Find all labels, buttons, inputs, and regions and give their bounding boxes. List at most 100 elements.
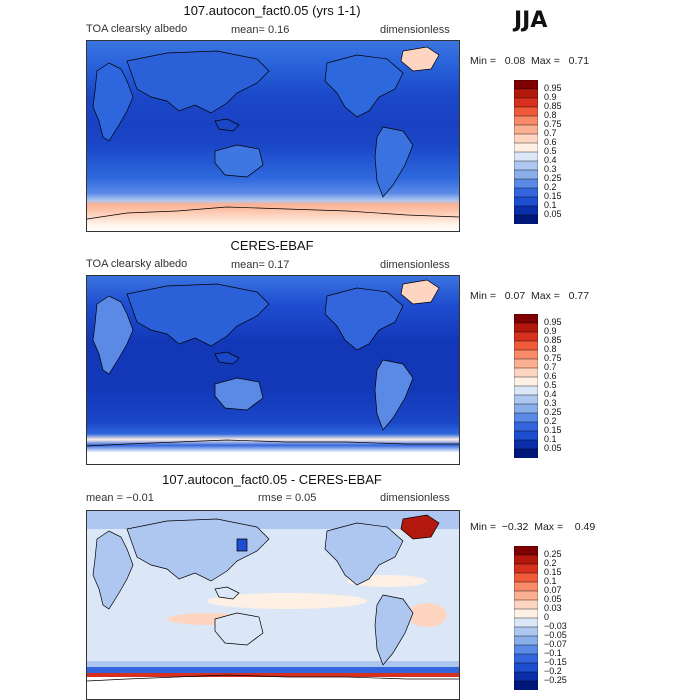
colorbar-tick-label: 0.6 xyxy=(544,371,557,381)
colorbar-tick-label: 0.15 xyxy=(544,191,562,201)
coastlines xyxy=(87,514,459,682)
colorbar-tick-label: −0.03 xyxy=(544,621,567,631)
colorbar-tick-label: −0.1 xyxy=(544,648,562,658)
colorbar-swatch xyxy=(513,88,539,99)
colorbar-tick-label: 0.03 xyxy=(544,603,562,613)
map-diff-svg xyxy=(87,511,459,699)
colorbar-obs-svg xyxy=(513,313,539,459)
colorbar-swatches xyxy=(513,313,539,459)
colorbar-tick-label: 0.1 xyxy=(544,434,557,444)
panel-title: 107.autocon_fact0.05 - CERES-EBAF xyxy=(162,472,382,487)
colorbar-tick-label: 0.4 xyxy=(544,389,557,399)
colorbar-swatch xyxy=(513,97,539,108)
panel-units: dimensionless xyxy=(380,24,450,36)
colorbar-model xyxy=(513,79,539,225)
colorbar-tick-label: 0.7 xyxy=(544,362,557,372)
panel-variable: TOA clearsky albedo xyxy=(86,23,188,35)
colorbar-tick-label: 0.25 xyxy=(544,549,562,559)
colorbar-swatch xyxy=(513,617,539,628)
panel-minmax: Min = 0.07 Max = 0.77 xyxy=(470,290,590,302)
colorbar-swatch xyxy=(513,160,539,171)
colorbar-tick-label: −0.15 xyxy=(544,657,567,667)
colorbar-swatch xyxy=(513,331,539,342)
colorbar-swatch xyxy=(513,106,539,117)
colorbar-swatch xyxy=(513,572,539,583)
colorbar-swatch xyxy=(513,115,539,126)
colorbar-tick-label: 0.05 xyxy=(544,594,562,604)
colorbar-tick-label: 0.1 xyxy=(544,576,557,586)
colorbar-tick-label: 0.1 xyxy=(544,200,557,210)
colorbar-swatch xyxy=(513,439,539,450)
colorbar-swatches xyxy=(513,79,539,225)
colorbar-swatch xyxy=(513,142,539,153)
colorbar-tick-label: 0.2 xyxy=(544,416,557,426)
panel-variable: TOA clearsky albedo xyxy=(86,258,188,270)
colorbar-swatch xyxy=(513,205,539,216)
colorbar-swatch xyxy=(513,608,539,619)
colorbar-tick-label: 0.95 xyxy=(544,317,562,327)
colorbar-swatch xyxy=(513,644,539,655)
colorbar-swatch xyxy=(513,635,539,646)
colorbar-swatch xyxy=(513,196,539,207)
panel-title: 107.autocon_fact0.05 (yrs 1-1) xyxy=(183,3,361,18)
colorbar-swatch xyxy=(513,385,539,396)
colorbar-swatch xyxy=(513,214,539,225)
colorbar-tick-label: 0.3 xyxy=(544,164,557,174)
colorbar-tick-label: 0.05 xyxy=(544,209,562,219)
colorbar-swatch xyxy=(513,403,539,414)
colorbar-tick-label: 0.85 xyxy=(544,101,562,111)
colorbar-swatch xyxy=(513,599,539,610)
colorbar-swatch xyxy=(513,124,539,135)
colorbar-swatch xyxy=(513,169,539,180)
colorbar-tick-label: −0.2 xyxy=(544,666,562,676)
panel-rmse: rmse = 0.05 xyxy=(258,492,317,504)
colorbar-diff xyxy=(513,545,539,691)
colorbar-obs-labels: 0.95 0.9 0.85 0.8 0.75 0.7 0.6 0.5 0.4 0.3 0.25 0.2… xyxy=(544,314,584,458)
colorbar-model-svg xyxy=(513,79,539,225)
colorbar-swatch xyxy=(513,680,539,691)
colorbar-swatch xyxy=(513,590,539,601)
colorbar-swatch xyxy=(513,322,539,333)
coastlines xyxy=(87,46,459,220)
colorbar-tick-label: 0.3 xyxy=(544,398,557,408)
colorbar-tick-label: 0.8 xyxy=(544,344,557,354)
colorbar-swatch xyxy=(513,394,539,405)
colorbar-tick-label: 0.75 xyxy=(544,353,562,363)
colorbar-tick-label: 0.75 xyxy=(544,119,562,129)
colorbar-swatch xyxy=(513,367,539,378)
colorbar-tick-label: 0 xyxy=(544,612,550,622)
colorbar-swatches xyxy=(513,545,539,691)
colorbar-swatch xyxy=(513,554,539,565)
colorbar-swatch xyxy=(513,313,539,324)
colorbar-tick-label: 0.95 xyxy=(544,83,562,93)
colorbar-model-labels: 0.95 0.9 0.85 0.8 0.75 0.7 0.6 0.5 0.4 0.3 0.25 0.2… xyxy=(544,80,584,224)
colorbar-swatch xyxy=(513,133,539,144)
colorbar-tick-label: 0.2 xyxy=(544,558,557,568)
colorbar-swatch xyxy=(513,412,539,423)
colorbar-swatch xyxy=(513,376,539,387)
colorbar-swatch xyxy=(513,662,539,673)
colorbar-swatch xyxy=(513,151,539,162)
colorbar-swatch xyxy=(513,340,539,351)
colorbar-tick-label: 0.05 xyxy=(544,443,562,453)
colorbar-tick-label: 0.8 xyxy=(544,110,557,120)
colorbar-tick-label: −0.25 xyxy=(544,675,567,685)
colorbar-swatch xyxy=(513,358,539,369)
colorbar-swatch xyxy=(513,581,539,592)
colorbar-tick-label: 0.25 xyxy=(544,173,562,183)
colorbar-swatch xyxy=(513,178,539,189)
colorbar-swatch xyxy=(513,79,539,90)
colorbar-diff-svg xyxy=(513,545,539,691)
colorbar-tick-label: 0.2 xyxy=(544,182,557,192)
colorbar-swatch xyxy=(513,626,539,637)
colorbar-tick-label: 0.85 xyxy=(544,335,562,345)
colorbar-tick-label: 0.25 xyxy=(544,407,562,417)
panel-minmax: Min = −0.32 Max = 0.49 xyxy=(470,521,596,533)
albedo-map-diff xyxy=(86,510,460,700)
colorbar-swatch xyxy=(513,448,539,459)
colorbar-tick-label: 0.6 xyxy=(544,137,557,147)
colorbar-swatch xyxy=(513,671,539,682)
albedo-map-model xyxy=(86,40,460,232)
colorbar-swatch xyxy=(513,653,539,664)
panel-units: dimensionless xyxy=(380,259,450,271)
